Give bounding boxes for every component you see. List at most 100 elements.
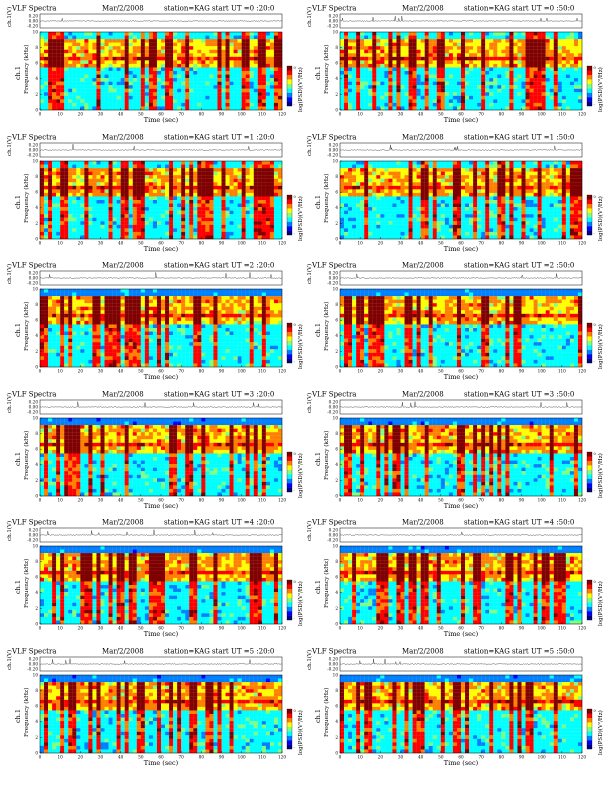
spectrogram-cell: [112, 178, 117, 182]
spectrogram-cell: [76, 106, 81, 111]
spectrogram-cell: [412, 78, 417, 82]
spectrogram-cell: [456, 178, 462, 182]
spectrogram-cell: [181, 199, 186, 204]
spectrogram-cell: [72, 220, 77, 225]
spectrogram-cell: [424, 67, 429, 72]
spectrogram-cell: [261, 102, 266, 107]
spectrogram-cell: [169, 42, 174, 47]
spectrogram-cell: [161, 174, 166, 179]
spectrogram-cell: [360, 35, 365, 40]
spectrogram-cell: [124, 185, 129, 189]
y-tick-label: 4: [35, 76, 38, 81]
spectrogram-cell: [424, 106, 429, 111]
spectrogram-cell: [140, 74, 145, 79]
spectrogram-cell: [340, 106, 345, 111]
spectrogram-cell: [60, 160, 65, 165]
spectrogram-cell: [376, 102, 381, 107]
spectrogram-cell: [485, 199, 490, 204]
spectrogram-cell: [473, 71, 478, 75]
spectrogram-cell: [525, 92, 530, 96]
spectrogram-cell: [201, 164, 206, 168]
spectrogram-cell: [273, 85, 279, 89]
spectrogram-cell: [185, 60, 190, 65]
spectrogram-cell: [448, 88, 454, 93]
spectrogram-cell: [197, 88, 202, 93]
spectrogram-cell: [513, 46, 518, 50]
spectrogram-cell: [525, 99, 530, 104]
spectrogram-cell: [249, 188, 254, 193]
spectrogram-cell: [245, 81, 250, 86]
spectrogram-cell: [76, 217, 81, 221]
spectrogram-cell: [404, 181, 409, 186]
spectrogram-cell: [368, 220, 373, 225]
spectrogram-cell: [88, 74, 93, 79]
spectrogram-cell: [432, 32, 437, 36]
spectrogram-cell: [152, 220, 158, 225]
spectrogram-cell: [201, 234, 206, 239]
spectrogram-cell: [384, 234, 389, 239]
colorbar-tick-label: 0: [294, 66, 296, 70]
spectrogram-cell: [344, 217, 349, 221]
spectrogram-cell: [541, 39, 546, 43]
spectrogram-cell: [169, 53, 174, 57]
spectrogram-cell: [249, 234, 254, 239]
spectrogram-cell: [348, 74, 353, 79]
spectrogram-cell: [448, 213, 454, 218]
colorbar-segment: [587, 70, 592, 75]
spectrogram-cell: [241, 199, 246, 204]
spectrogram-cell: [344, 53, 349, 57]
spectrogram-cell: [173, 171, 178, 175]
spectrogram-cell: [60, 63, 65, 68]
spectrogram-cell: [221, 181, 226, 186]
spectrogram-cell: [124, 227, 129, 232]
spectrogram-cell: [497, 53, 502, 57]
spectrogram-cell: [64, 167, 69, 172]
spectrogram-cell: [404, 203, 409, 207]
spectrogram-cell: [148, 167, 154, 172]
spectrogram-cell: [64, 85, 69, 89]
spectrogram-cell: [360, 220, 365, 225]
spectrogram-cell: [452, 206, 458, 211]
spectrogram-cell: [404, 167, 409, 172]
spectrogram-cell: [340, 199, 345, 204]
spectrogram-cell: [360, 213, 365, 218]
spectrogram-cell: [477, 92, 482, 96]
spectrogram-cell: [209, 63, 214, 68]
spectrogram-cell: [185, 181, 190, 186]
spectrogram-cell: [217, 206, 222, 211]
spectrogram-cell: [217, 174, 222, 179]
spectrogram-cell: [108, 224, 113, 228]
spectrogram-cell: [388, 88, 393, 93]
spectrogram-cell: [368, 192, 373, 197]
spectrogram-cell: [501, 78, 506, 82]
spectrogram-cell: [485, 181, 490, 186]
spectrogram-cell: [136, 167, 141, 172]
spectrogram-cell: [92, 35, 97, 40]
spectrogram-cell: [420, 164, 425, 168]
spectrogram-cell: [493, 63, 498, 68]
spectrogram-cell: [352, 60, 357, 65]
spectrogram-cell: [44, 178, 49, 182]
spectrogram-cell: [444, 181, 449, 186]
spectrogram-cell: [356, 56, 361, 61]
spectrogram-cell: [465, 195, 470, 200]
spectrogram-cell: [569, 67, 575, 72]
spectrogram-cell: [44, 95, 49, 100]
spectrogram-cell: [340, 102, 345, 107]
spectrogram-cell: [205, 231, 210, 236]
spectrogram-cell: [181, 210, 186, 214]
spectrogram-cell: [177, 174, 182, 179]
spectrogram-cell: [517, 106, 522, 111]
spectrogram-cell: [408, 167, 413, 172]
spectrogram-cell: [108, 160, 113, 165]
spectrogram-cell: [225, 210, 230, 214]
spectrogram-cell: [213, 60, 218, 65]
spectrogram-cell: [72, 85, 77, 89]
spectrogram-cell: [444, 199, 449, 204]
spectrogram-cell: [364, 199, 369, 204]
spectrogram-cell: [352, 42, 357, 47]
spectrogram-cell: [245, 192, 250, 197]
spectrogram-cell: [344, 60, 349, 65]
spectrogram-cell: [128, 164, 133, 168]
spectrogram-cell: [84, 195, 89, 200]
